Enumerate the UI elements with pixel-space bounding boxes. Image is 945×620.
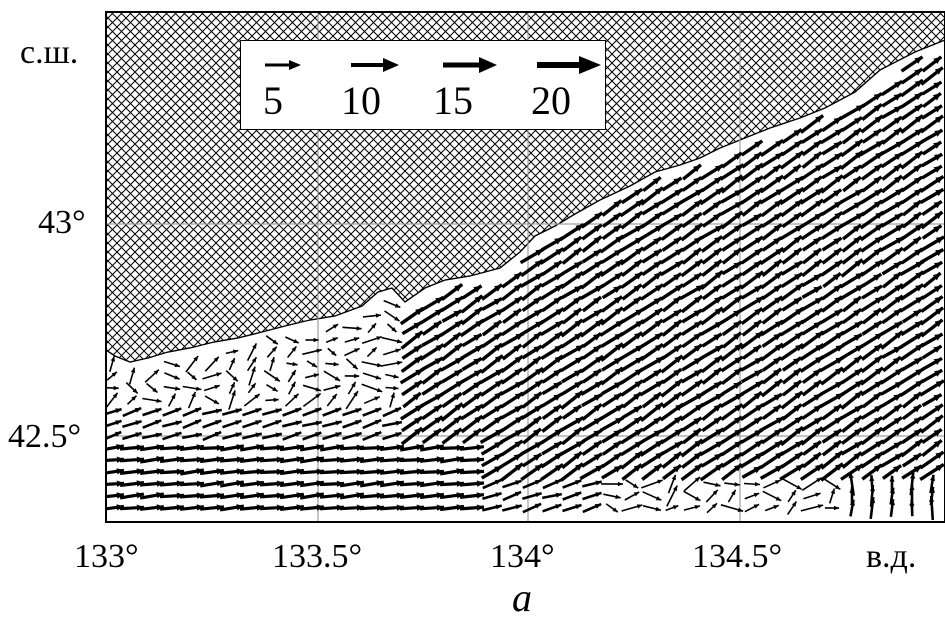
legend-item-5: 5 — [251, 47, 331, 127]
legend-arrow-icon — [259, 55, 319, 75]
lon-unit-label: в.д. — [866, 540, 916, 574]
legend-label: 5 — [263, 81, 283, 121]
lat-tick-43: 43° — [38, 206, 86, 240]
lat-tick-42-5: 42.5° — [8, 420, 81, 454]
lon-tick-133: 133° — [74, 540, 139, 574]
legend-label: 10 — [341, 81, 381, 121]
lon-tick-133-5: 133.5° — [272, 540, 362, 574]
lat-unit-label: с.ш. — [20, 36, 78, 70]
legend-item-15: 15 — [429, 47, 509, 127]
lon-tick-134: 134° — [490, 540, 555, 574]
legend-arrow-icon — [345, 55, 415, 75]
legend-item-20: 20 — [523, 47, 603, 127]
legend-label: 20 — [531, 81, 571, 121]
legend-arrow-icon — [531, 55, 609, 75]
figure-caption: а — [512, 578, 532, 618]
legend-label: 15 — [433, 81, 473, 121]
lon-tick-134-5: 134.5° — [692, 540, 782, 574]
legend: 5 10 15 20 — [240, 40, 606, 130]
legend-arrow-icon — [437, 55, 507, 75]
legend-item-10: 10 — [337, 47, 417, 127]
